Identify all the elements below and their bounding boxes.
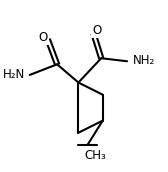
Text: O: O: [39, 31, 48, 44]
Text: O: O: [92, 24, 101, 37]
Text: H₂N: H₂N: [3, 68, 25, 81]
Text: CH₃: CH₃: [84, 149, 106, 162]
Text: NH₂: NH₂: [133, 54, 155, 67]
